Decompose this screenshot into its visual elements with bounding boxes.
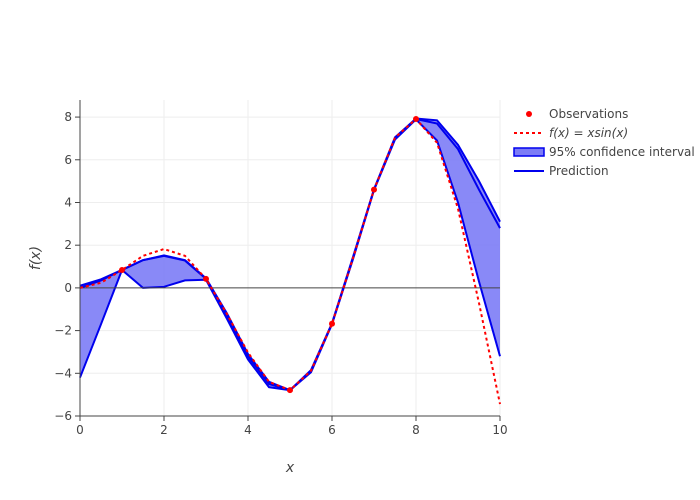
x-tick-label: 8 xyxy=(412,423,420,437)
axes xyxy=(79,100,500,417)
legend-item-truth[interactable]: f(x) = xsin(x) xyxy=(514,126,628,140)
legend-label-observations: Observations xyxy=(549,107,628,121)
observation-point xyxy=(119,266,125,273)
legend-swatch-observations xyxy=(526,111,532,117)
grid-lines xyxy=(80,100,501,417)
legend-swatch-band xyxy=(513,147,545,157)
x-tick-label: 0 xyxy=(76,423,84,437)
observation-point xyxy=(287,387,293,394)
x-tick-label: 4 xyxy=(244,423,252,437)
observation-points-layer xyxy=(119,116,419,394)
y-axis-title: f(x) xyxy=(28,246,44,270)
legend-label-prediction: Prediction xyxy=(549,164,609,178)
y-tick-label: −6 xyxy=(54,409,72,423)
y-tick-label: 2 xyxy=(64,238,72,252)
legend-label-band: 95% confidence interval xyxy=(549,145,695,159)
y-tick-label: −2 xyxy=(54,324,72,338)
tick-labels: 0 2 4 6 8 10 −6 −4 −2 0 2 4 6 8 xyxy=(54,110,507,437)
observation-point xyxy=(413,116,419,123)
y-tick-label: 8 xyxy=(64,110,72,124)
legend[interactable]: Observations f(x) = xsin(x) 95% confiden… xyxy=(513,107,695,178)
legend-item-observations[interactable]: Observations xyxy=(526,107,628,121)
x-axis-title: x xyxy=(285,460,295,476)
observation-point xyxy=(203,275,209,282)
observation-point xyxy=(371,186,377,193)
y-tick-label: 4 xyxy=(64,195,72,209)
x-tick-label: 10 xyxy=(492,423,507,437)
x-tick-label: 2 xyxy=(160,423,168,437)
legend-item-prediction[interactable]: Prediction xyxy=(514,164,609,178)
y-tick-label: 6 xyxy=(64,153,72,167)
y-tick-label: 0 xyxy=(64,281,72,295)
legend-label-truth: f(x) = xsin(x) xyxy=(549,126,628,140)
x-tick-label: 6 xyxy=(328,423,336,437)
legend-item-band[interactable]: 95% confidence interval xyxy=(513,145,695,159)
observation-point xyxy=(329,320,335,327)
y-tick-label: −4 xyxy=(54,366,72,380)
